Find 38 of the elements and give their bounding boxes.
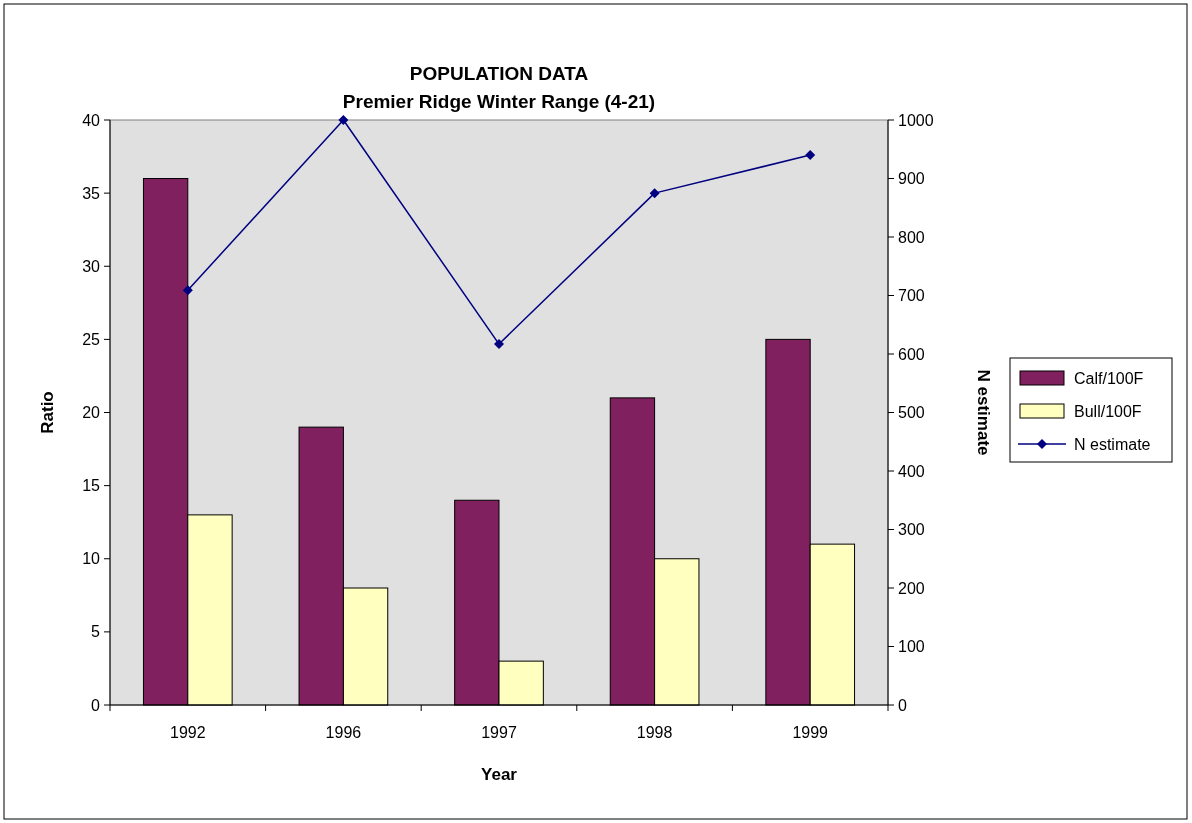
y2-tick-label: 300: [898, 521, 925, 539]
point: [338, 115, 349, 125]
x-axis-title: Year: [481, 765, 518, 784]
y2-axis-title: N estimate: [974, 369, 993, 456]
point: [649, 188, 660, 199]
y-tick-label: 35: [82, 184, 101, 202]
y2-tick-label: 200: [898, 579, 925, 597]
y-tick-label: 0: [91, 696, 101, 714]
y2-tick-label: 100: [898, 638, 925, 656]
point: [494, 339, 504, 350]
y2-tick-label: 1000: [898, 111, 934, 129]
x-tick-label: 1999: [792, 724, 829, 741]
y2-tick-label: 600: [898, 345, 925, 363]
legend-label: N estimate: [1074, 435, 1151, 453]
legend-label: Bull/100F: [1074, 402, 1142, 420]
y2-tick-label: 900: [898, 170, 925, 188]
point: [805, 150, 816, 161]
y-tick-label: 10: [82, 550, 101, 568]
legend-label: Calf/100F: [1074, 369, 1144, 387]
x-tick-label: 1997: [481, 724, 517, 741]
y2-tick-label: 0: [898, 696, 907, 714]
x-tick-label: 1998: [636, 724, 673, 741]
y2-tick-label: 400: [898, 462, 925, 480]
point: [182, 285, 193, 296]
y-tick-label: 15: [82, 477, 101, 495]
y2-tick-label: 500: [898, 404, 925, 422]
y-tick-label: 40: [82, 111, 101, 129]
y2-tick-label: 800: [898, 228, 925, 246]
y-tick-label: 5: [91, 623, 101, 641]
y2-tick-label: 700: [898, 287, 925, 305]
x-tick-label: 1996: [325, 724, 362, 741]
x-tick-label: 1992: [170, 724, 206, 741]
y-tick-label: 20: [82, 404, 101, 422]
y-tick-label: 30: [82, 257, 101, 275]
chart-title: POPULATION DATA: [409, 63, 589, 84]
y-axis-title: Ratio: [38, 391, 57, 434]
chart-subtitle: Premier Ridge Winter Range (4-21): [342, 91, 656, 112]
y-tick-label: 25: [82, 330, 101, 348]
